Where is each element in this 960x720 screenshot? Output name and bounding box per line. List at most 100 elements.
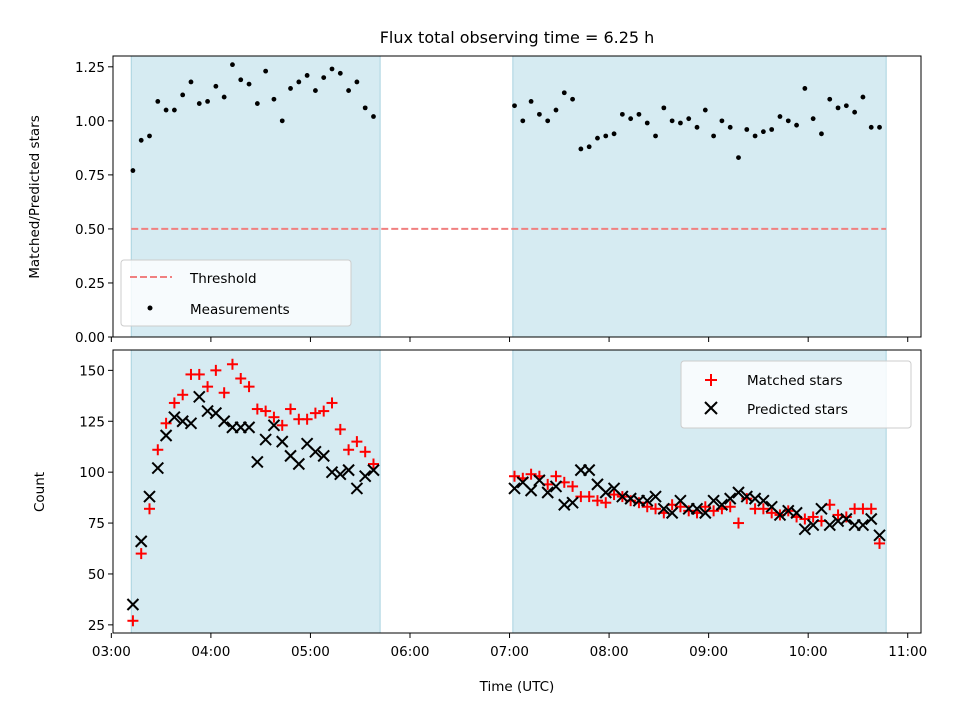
measurement-point <box>595 135 600 141</box>
predicted-stars-point <box>367 463 380 477</box>
measurement-point <box>810 116 816 122</box>
top-panel: 0.00 0.25 0.50 0.75 1.00 1.25 Matched/Predict… <box>27 55 922 346</box>
measurement-point <box>578 146 584 152</box>
predicted-stars-point <box>690 502 704 516</box>
predicted-stars-point <box>143 490 156 503</box>
top-y-tick-label: 0.50 <box>75 222 105 238</box>
x-tick-label: 09:00 <box>689 644 728 660</box>
measurement-point <box>860 94 866 100</box>
measurement-point <box>653 133 658 139</box>
matched-stars-point <box>708 505 720 517</box>
predicted-stars-point <box>267 419 281 432</box>
matched-stars-point <box>525 468 537 480</box>
predicted-stars-point <box>707 494 720 507</box>
predicted-stars-point <box>242 421 256 434</box>
measurement-point <box>769 127 775 132</box>
measurement-point <box>669 118 675 124</box>
matched-stars-point <box>202 381 214 393</box>
measurement-point <box>702 107 708 113</box>
matched-stars-point <box>285 403 297 415</box>
measurements-legend-label: Measurements <box>190 302 290 318</box>
predicted-stars-point <box>699 506 712 520</box>
measurement-point <box>362 105 368 111</box>
bottom-axes-frame <box>112 349 922 634</box>
bottom-y-tick-label: 50 <box>88 567 105 583</box>
measurement-point <box>130 168 136 173</box>
predicted-stars-point <box>865 512 878 526</box>
predicted-stars-point <box>657 502 671 516</box>
measurement-point <box>785 118 791 124</box>
predicted-stars-point <box>732 486 745 499</box>
matched-stars-point <box>567 480 579 492</box>
measurement-point <box>561 90 567 96</box>
matched-stars-point <box>600 497 612 509</box>
predicted-stars-point <box>159 429 173 442</box>
predicted-stars-point <box>193 390 206 404</box>
measurement-point <box>271 96 277 102</box>
matched-stars-point <box>732 517 744 529</box>
measurement-point <box>313 88 318 93</box>
measurement-point <box>719 118 725 124</box>
predicted-stars-point <box>715 498 729 511</box>
measurement-point <box>296 79 302 85</box>
matched-stars-point <box>724 501 736 513</box>
matched-stars-legend-swatch <box>705 374 717 386</box>
measurement-point <box>644 120 650 126</box>
measurement-point <box>263 68 269 74</box>
top-axes-frame <box>112 55 922 338</box>
predicted-stars-point <box>524 484 538 497</box>
measurement-point <box>213 83 219 89</box>
measurement-point <box>205 98 210 104</box>
measurement-point <box>246 81 252 87</box>
predicted-stars-point <box>259 433 272 446</box>
predicted-stars-point <box>358 470 372 483</box>
measurement-point <box>512 103 517 109</box>
matched-stars-point <box>741 493 753 505</box>
matched-stars-point <box>193 368 205 380</box>
measurement-point <box>852 109 858 115</box>
predicted-stars-point <box>649 490 662 503</box>
measurement-point <box>802 86 808 91</box>
measurement-point <box>736 155 741 160</box>
measurement-point <box>528 98 534 104</box>
predicted-stars-point <box>815 502 828 516</box>
predicted-stars-point <box>292 457 306 471</box>
bottom-legend: Matched stars Predicted stars <box>680 360 912 429</box>
top-y-tick-label: 0.25 <box>75 276 105 292</box>
predicted-stars-point <box>126 598 140 611</box>
measurement-point <box>843 103 849 109</box>
measurement-point <box>711 133 717 139</box>
measurement-point <box>147 133 152 139</box>
matched-stars-point <box>683 505 695 517</box>
measurement-point <box>744 127 750 132</box>
matched-stars-point <box>674 501 686 513</box>
matched-stars-point <box>243 381 255 393</box>
measurement-point <box>794 122 799 128</box>
matched-stars-point <box>135 548 147 560</box>
bottom-y-tick-label: 100 <box>79 465 105 481</box>
top-y-tick-label: 1.00 <box>75 114 105 130</box>
predicted-stars-point <box>533 474 546 487</box>
matched-stars-point <box>260 405 272 417</box>
predicted-stars-point <box>641 494 654 507</box>
bottom-y-tick-label: 125 <box>79 414 105 430</box>
x-tick-label: 03:00 <box>92 644 131 660</box>
predicted-stars-point <box>582 463 596 477</box>
matched-stars-point <box>235 373 247 385</box>
x-tick-label: 04:00 <box>191 644 230 660</box>
measurement-point <box>619 111 625 117</box>
predicted-stars-point <box>566 496 579 509</box>
measurement-point <box>188 79 194 85</box>
matched-stars-point <box>509 470 521 482</box>
x-tick-label: 05:00 <box>291 644 330 660</box>
measurement-point <box>752 133 758 139</box>
matched-stars-point <box>127 615 139 627</box>
chart-title: Flux total observing time = 6.25 h <box>380 28 655 47</box>
matched-stars-point <box>608 489 620 501</box>
measurement-point <box>628 116 634 122</box>
matched-stars-point <box>144 503 156 515</box>
predicted-stars-point <box>798 522 812 536</box>
measurement-point <box>827 96 833 102</box>
predicted-stars-point <box>757 494 770 507</box>
matched-stars-legend-label: Matched stars <box>747 373 843 389</box>
